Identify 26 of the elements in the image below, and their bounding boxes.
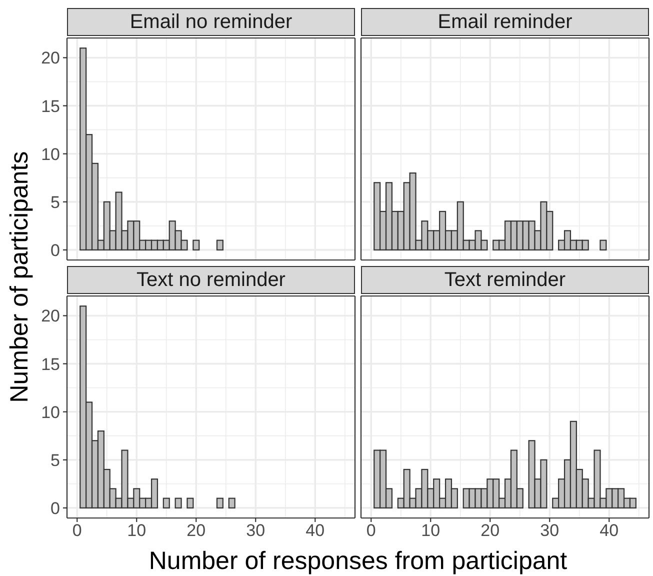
- x-tick-label: 30: [540, 521, 560, 540]
- x-tick-label: 20: [480, 521, 500, 540]
- y-tick-label: 5: [50, 192, 60, 212]
- y-tick-label: 0: [50, 498, 60, 518]
- y-tick-label: 10: [41, 402, 60, 422]
- y-tick-label: 10: [41, 144, 60, 164]
- y-axis-title: Number of participants: [6, 151, 34, 403]
- x-tick-label: 40: [600, 521, 619, 540]
- chart-title: Text no reminder: [67, 266, 355, 294]
- x-tick-label: 30: [246, 521, 266, 540]
- y-tick-label: 20: [41, 48, 60, 68]
- y-tick-label: 15: [41, 96, 60, 116]
- chart-title: Email reminder: [361, 8, 649, 36]
- x-tick-label: 40: [306, 521, 325, 540]
- chart-title: Email no reminder: [67, 8, 355, 36]
- x-tick-label: 10: [127, 521, 146, 540]
- x-tick-label: 10: [421, 521, 440, 540]
- chart-title: Text reminder: [361, 266, 649, 294]
- x-tick-label: 20: [186, 521, 206, 540]
- y-tick-label: 20: [41, 306, 60, 326]
- y-tick-label: 5: [50, 450, 60, 470]
- x-axis-title: Number of responses from participant: [148, 547, 568, 575]
- x-tick-label: 0: [72, 521, 82, 540]
- x-tick-label: 0: [366, 521, 376, 540]
- y-tick-label: 0: [50, 240, 60, 260]
- y-tick-label: 15: [41, 354, 60, 374]
